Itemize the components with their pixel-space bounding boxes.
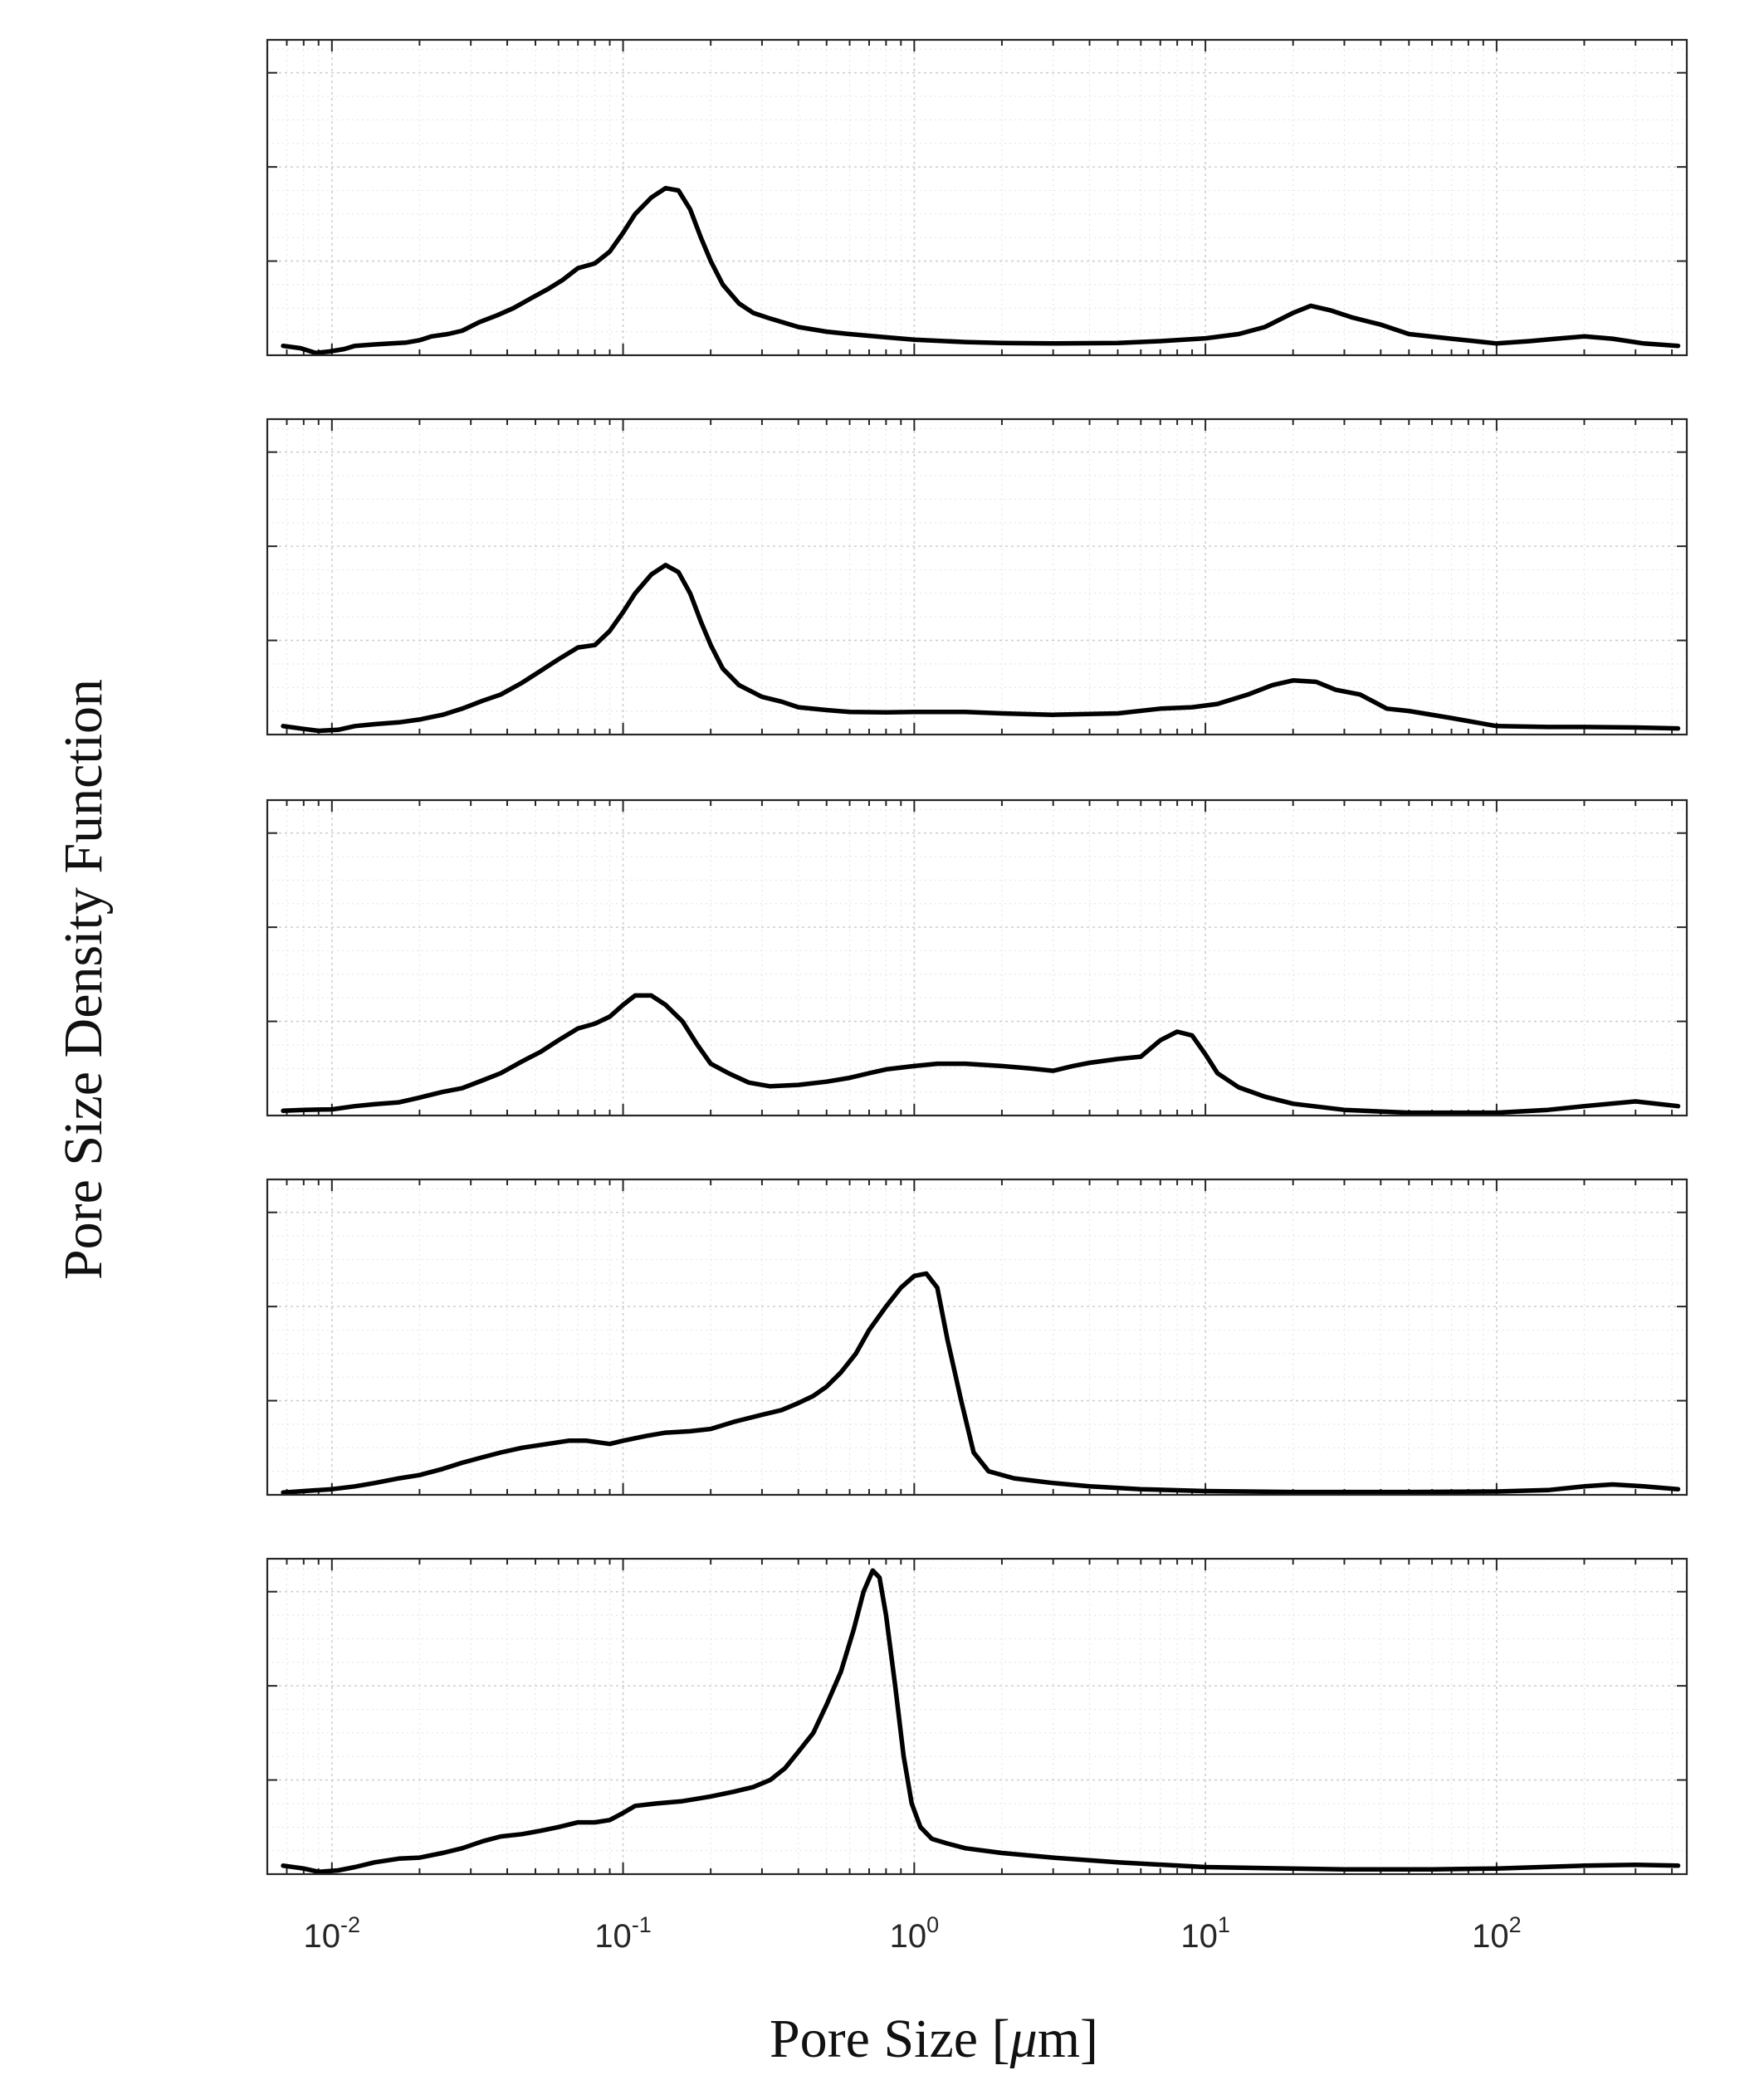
x-tick-label: 100	[890, 1912, 940, 1955]
x-tick-base: 10	[594, 1918, 632, 1955]
series-line-5	[281, 1568, 1681, 1874]
x-tick-label: 10-1	[594, 1912, 652, 1955]
x-tick-exponent: 0	[926, 1912, 939, 1937]
x-tick-exponent: 1	[1218, 1912, 1230, 1937]
axes-box	[266, 1557, 1688, 1876]
series-line-2	[281, 563, 1681, 734]
panels-layer	[266, 38, 1688, 1876]
panel-4	[266, 1178, 1688, 1496]
x-tick-base: 10	[304, 1918, 341, 1955]
shared-x-axis: 10-2 10-1 100 101 102	[304, 1912, 1522, 1955]
x-tick-base: 10	[1472, 1918, 1509, 1955]
axes-box	[266, 1178, 1688, 1496]
axes-box	[266, 417, 1688, 736]
x-axis-title: Pore Size [μm]	[770, 2009, 1098, 2069]
x-tick-exponent: -1	[632, 1912, 652, 1937]
x-tick-base: 10	[1180, 1918, 1218, 1955]
x-tick-exponent: 2	[1509, 1912, 1522, 1937]
x-tick-exponent: -2	[340, 1912, 360, 1937]
series-line-4	[281, 1271, 1681, 1495]
series-line-1	[281, 185, 1681, 355]
x-tick-label: 101	[1180, 1912, 1230, 1955]
x-tick-base: 10	[890, 1918, 927, 1955]
panel-3	[266, 798, 1688, 1117]
panel-5	[266, 1557, 1688, 1876]
y-axis-title: Pore Size Density Function	[53, 679, 114, 1280]
panel-1	[266, 38, 1688, 357]
x-tick-label: 10-2	[304, 1912, 361, 1955]
axes-box	[266, 798, 1688, 1117]
axes-box	[266, 38, 1688, 357]
x-tick-label: 102	[1472, 1912, 1522, 1955]
panel-2	[266, 417, 1688, 736]
series-line-3	[281, 993, 1681, 1116]
